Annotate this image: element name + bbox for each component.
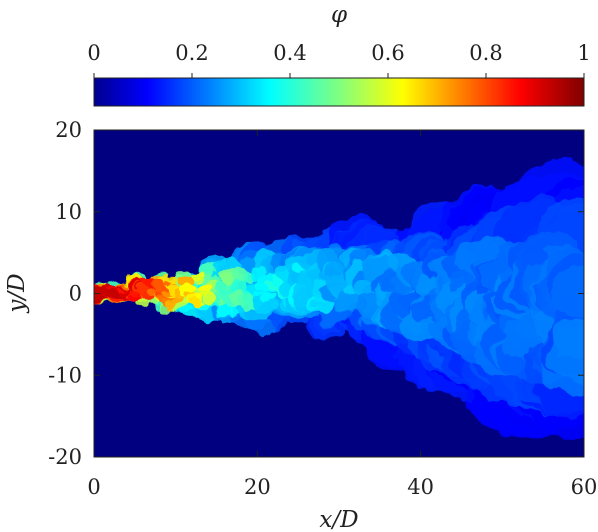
y-tick-label: 20 [55,118,82,142]
x-tick-label: 0 [87,475,100,499]
plume-core [199,285,212,295]
colorbar: φ 0 0.2 0.4 0.6 0.8 1 [87,2,591,107]
colorbar-tick-label: 0.2 [175,41,208,65]
plume-blob [229,277,250,294]
plume-core [193,296,201,302]
y-tick-label: -10 [48,363,82,387]
plume-blob [546,323,584,382]
plume-blob [263,292,276,303]
colorbar-label: φ [331,2,348,28]
plume-blob [231,267,247,281]
jet-plume [94,157,584,439]
colorbar-tick-label: 0.4 [273,41,306,65]
y-tick-label: 0 [69,282,82,306]
jet-nozzle [94,288,119,299]
y-tick-label: 10 [55,200,82,224]
plume-core [182,283,195,294]
colorbar-gradient [93,77,585,107]
plume-core [196,278,203,284]
plume-blob [551,265,584,316]
plume-core [177,273,193,286]
colorbar-tick-label: 1 [577,41,590,65]
plume-core [202,296,214,306]
x-tick-label: 40 [407,475,434,499]
y-axis-ticks: 20 10 0 -10 -20 [48,118,584,469]
y-axis-label: y/D [4,273,30,313]
colorbar-tick-label: 0.8 [469,41,502,65]
plume-core [191,271,203,280]
x-axis-ticks: 0 20 40 60 [87,130,597,499]
x-tick-label: 20 [244,475,271,499]
plot-area [93,129,585,458]
plume-core [187,299,201,310]
plume-core [144,291,153,298]
y-tick-label: -20 [48,445,82,469]
colorbar-tick-label: 0 [87,41,100,65]
plume-core [165,278,172,284]
colorbar-ticks: 0 0.2 0.4 0.6 0.8 1 [87,41,591,78]
colorbar-tick-label: 0.6 [371,41,404,65]
x-axis-label: x/D [319,507,358,532]
x-tick-label: 60 [571,475,598,499]
plume-blob [249,262,267,277]
plume-core [159,282,167,289]
